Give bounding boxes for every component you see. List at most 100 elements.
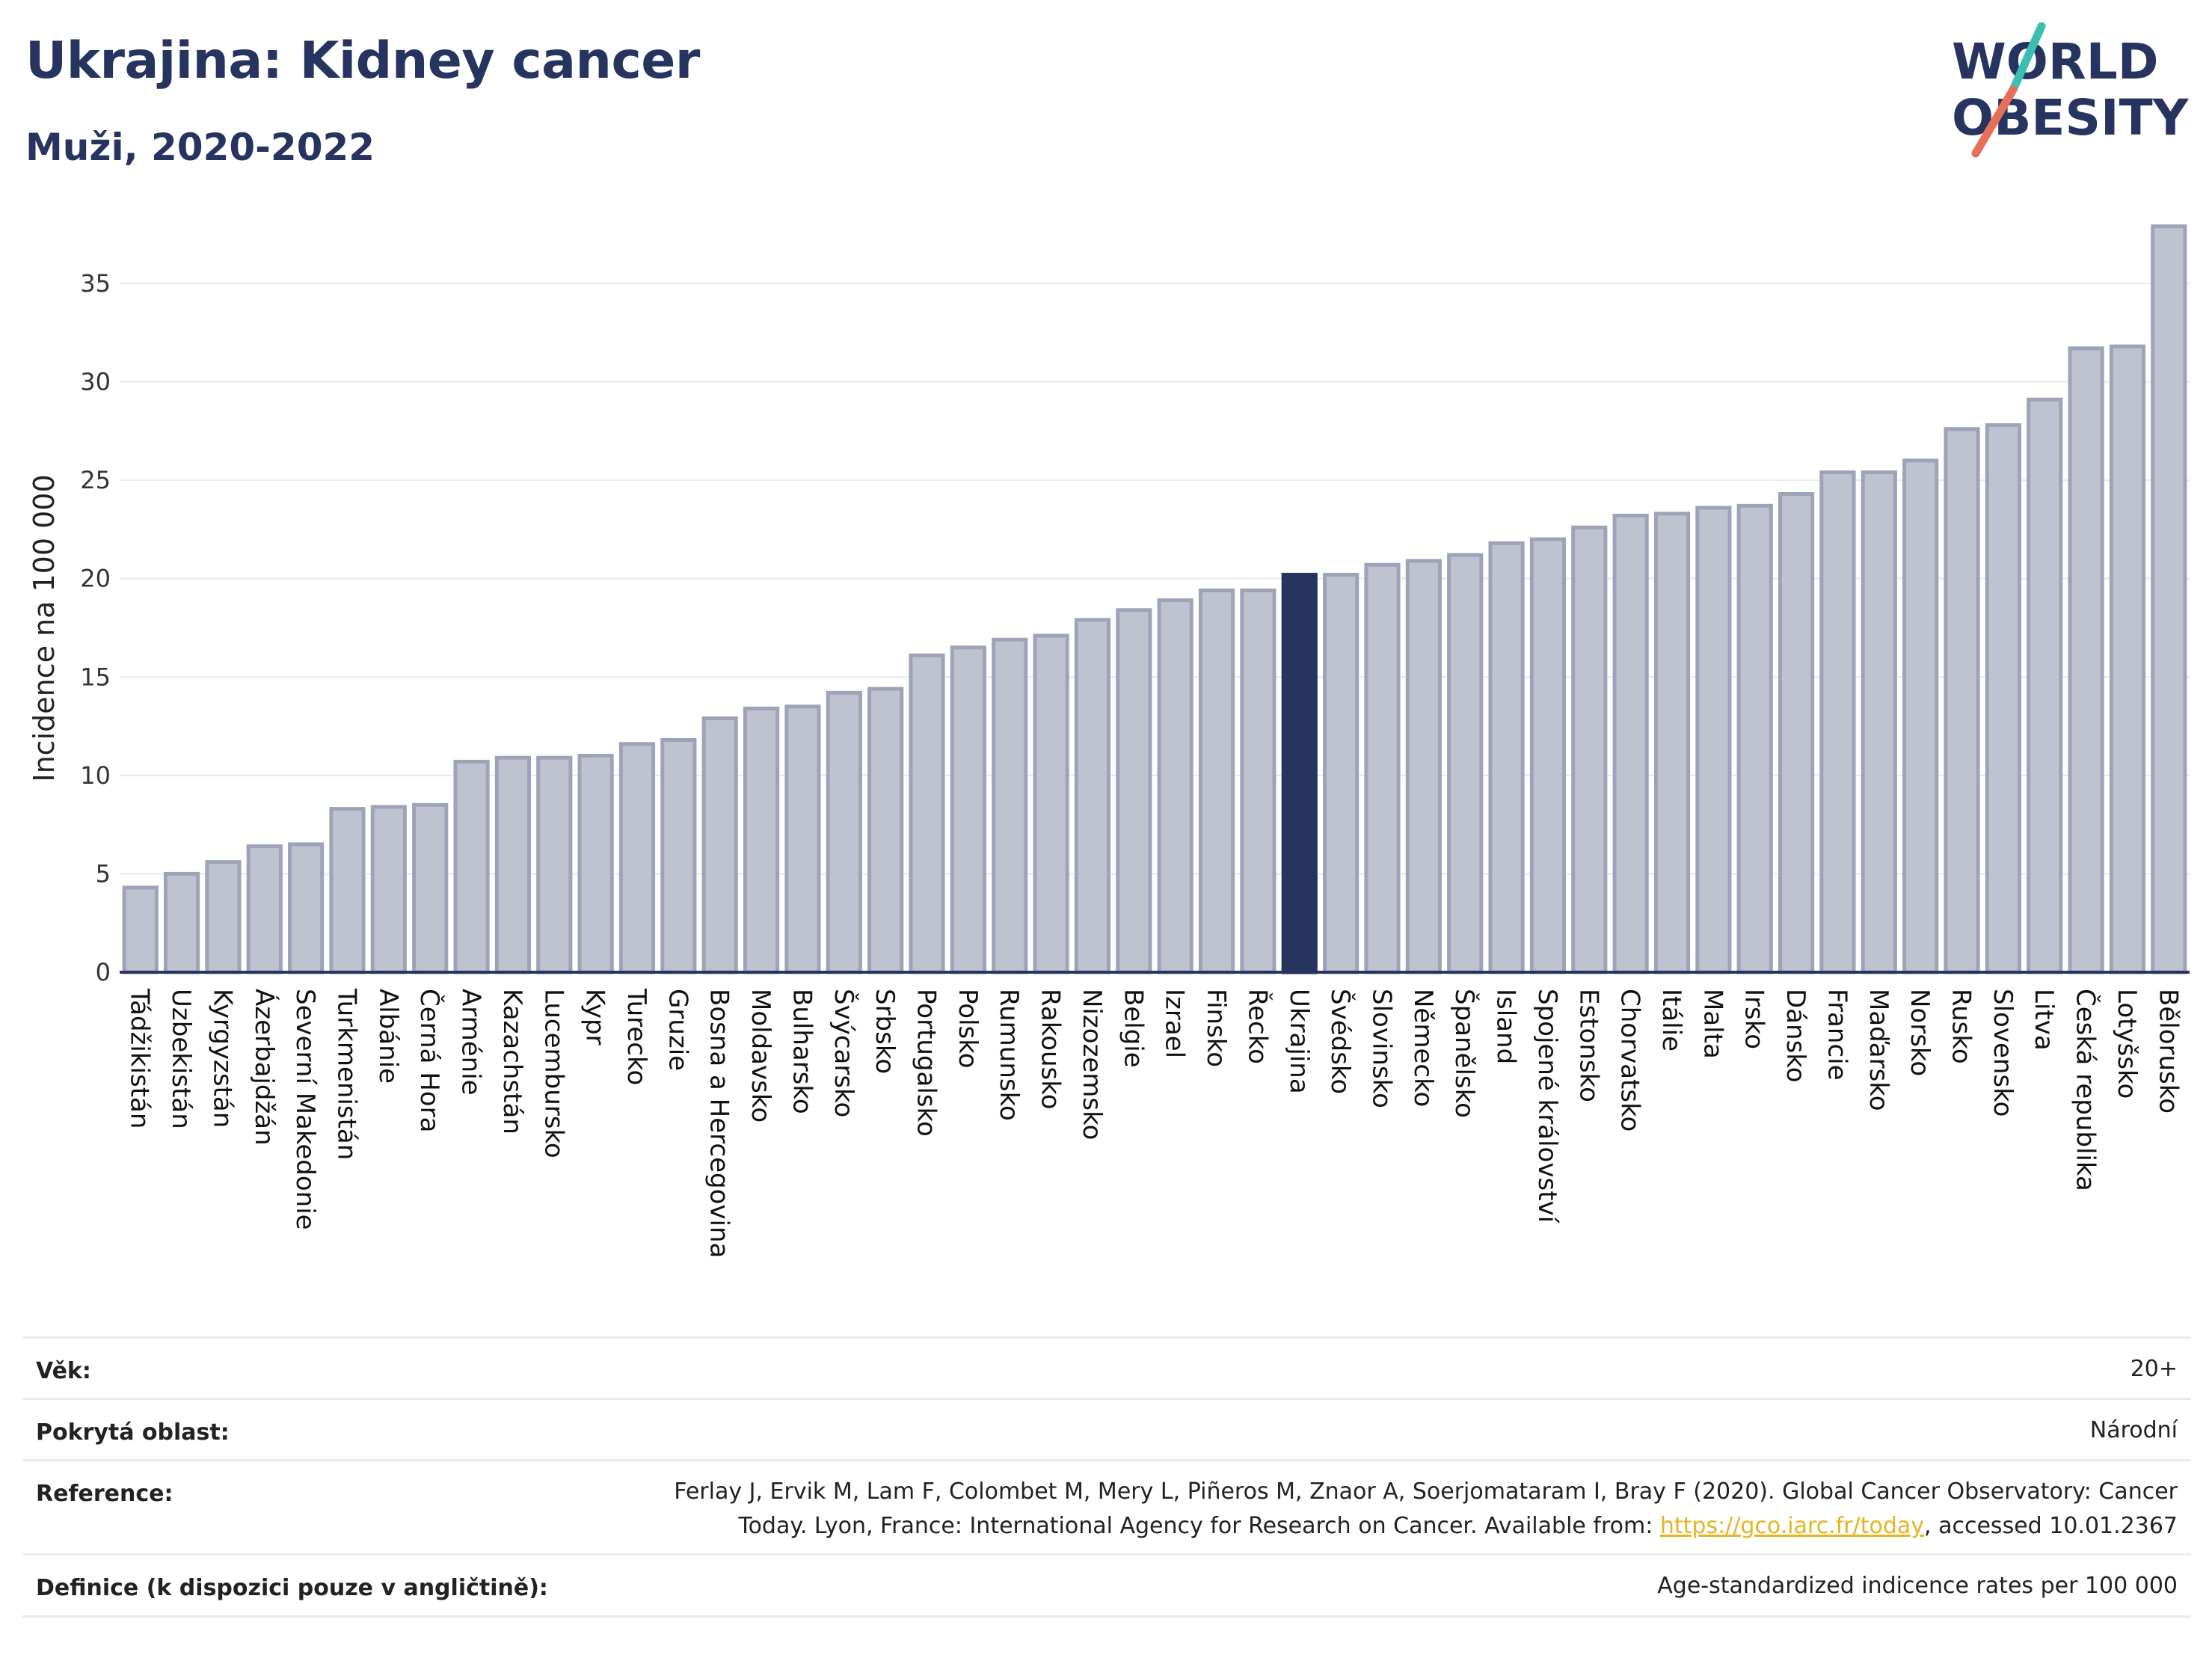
bar [1819,470,1856,974]
bar-chart: 0 5 10 15 20 25 30 35 Incidence na 100 000 Tádžik… [28,224,2190,1258]
x-tick-label: Dánsko [1781,989,1810,1083]
bar [1157,598,1193,974]
bar [1944,427,1980,974]
bar [288,842,325,974]
y-tick-label: 30 [80,368,111,396]
x-tick-label: Slovensko [1988,989,2018,1117]
logo-slash-bottom [1971,85,2018,158]
definition-label: Definice (k dispozici pouze v angličtině… [36,1575,548,1601]
bar [1281,572,1318,974]
x-tick-label: Chorvatsko [1615,989,1645,1132]
bar [1198,588,1235,974]
bar [950,645,986,974]
x-tick-label: Litva [2029,989,2059,1051]
x-tick-label: Portugalsko [912,989,941,1137]
x-tick-label: Ázerbajdžán [249,989,280,1146]
bar [701,716,738,974]
x-tick-label: Slovinsko [1366,989,1396,1108]
bar [577,754,614,974]
bar [1405,559,1442,974]
age-value: 20+ [2130,1356,2178,1382]
bar [1240,588,1276,974]
x-tick-label: Bulharsko [787,989,817,1114]
x-tick-label: Tádžikistán [125,988,155,1129]
bar [618,742,656,974]
logo-slash-top [2009,22,2046,94]
x-tick-label: Izrael [1160,989,1190,1058]
bar [992,637,1028,974]
x-tick-label: Česká republika [2071,989,2101,1191]
reference-link[interactable]: https://gco.iarc.fr/today [1659,1513,1925,1539]
x-tick-label: Rumunsko [994,989,1024,1121]
bar [1736,503,1773,974]
bar [2068,346,2104,974]
bar [1571,525,1608,974]
reference-value: Ferlay J, Ervik M, Lam F, Colombet M, Me… [674,1475,2178,1544]
x-tick-label: Irsko [1739,989,1769,1049]
bar [2027,397,2063,974]
chart-subtitle: Muži, 2020-2022 [25,126,375,169]
bar [1985,423,2021,974]
x-tick-label: Černá Hora [414,989,445,1132]
meta-row-reference: Reference: Ferlay J, Ervik M, Lam F, Col… [22,1459,2191,1554]
x-tick-label: Moldavsko [746,989,775,1123]
bar [1488,541,1525,974]
y-tick-label: 0 [96,958,111,986]
bar [1447,553,1484,974]
bar [1074,618,1111,974]
x-tick-label: Francie [1822,989,1852,1081]
bar [909,653,945,974]
meta-row-coverage: Pokrytá oblast: Národní [22,1398,2191,1460]
bar [1612,513,1649,974]
x-tick-label: Kypr [580,989,610,1045]
y-tick-label: 10 [80,761,111,790]
bar [370,805,407,974]
bar [1653,512,1691,974]
reference-line-2-pre: Today. Lyon, France: International Agenc… [738,1513,1660,1539]
x-tick-label: Kyrgyzstán [207,989,237,1128]
logo-word-world: WORLD [1952,33,2159,90]
x-tick-label: Rusko [1947,989,1976,1064]
x-tick-label: Bosna a Hercegovina [704,989,734,1258]
bar [660,737,697,974]
y-tick-label: 35 [80,269,111,298]
world-obesity-logo: WORLD OBESITY [1952,22,2190,158]
bar [1695,506,1732,974]
bar [453,759,490,974]
bar [2109,344,2146,974]
x-tick-label: Nizozemsko [1077,989,1107,1140]
logo-word-obesity: OBESITY [1952,89,2190,147]
bar [2151,224,2187,974]
x-tick-label: Srbsko [870,989,900,1074]
x-tick-label: Albánie [373,989,403,1084]
y-tick-label: 20 [80,565,111,593]
x-tick-label: Norsko [1905,989,1935,1076]
reference-line-2: Today. Lyon, France: International Agenc… [674,1509,2178,1544]
y-tick-label: 15 [80,663,111,691]
x-tick-label: Itálie [1656,989,1686,1051]
bar [743,706,780,974]
age-label: Věk: [36,1358,91,1384]
bar [246,844,283,974]
meta-row-definition: Definice (k dispozici pouze v angličtině… [22,1553,2191,1618]
x-tick-label: Turkmenistán [331,988,361,1160]
meta-row-age: Věk: 20+ [22,1336,2191,1398]
x-tick-label: Španělsko [1449,989,1480,1118]
x-tick-label: Gruzie [663,989,692,1071]
definition-value: Age-standardized indicence rates per 100… [1657,1573,2178,1599]
x-tick-label: Estonsko [1573,989,1603,1102]
bar [1902,458,1939,974]
x-tick-label: Island [1491,989,1521,1064]
x-tick-label: Německo [1408,989,1438,1107]
bar [1364,562,1401,974]
x-tick-label: Turecko [621,988,651,1085]
bar [1861,470,1897,974]
reference-line-2-post: , accessed 10.01.2367 [1924,1513,2178,1539]
x-tick-label: Polsko [953,989,983,1069]
bar [412,802,449,974]
bar [205,860,242,974]
x-tick-label: Maďarsko [1864,989,1893,1111]
bar [1033,633,1069,974]
x-tick-label: Ukrajina [1284,989,1314,1094]
x-tick-label: Švédsko [1325,989,1356,1094]
